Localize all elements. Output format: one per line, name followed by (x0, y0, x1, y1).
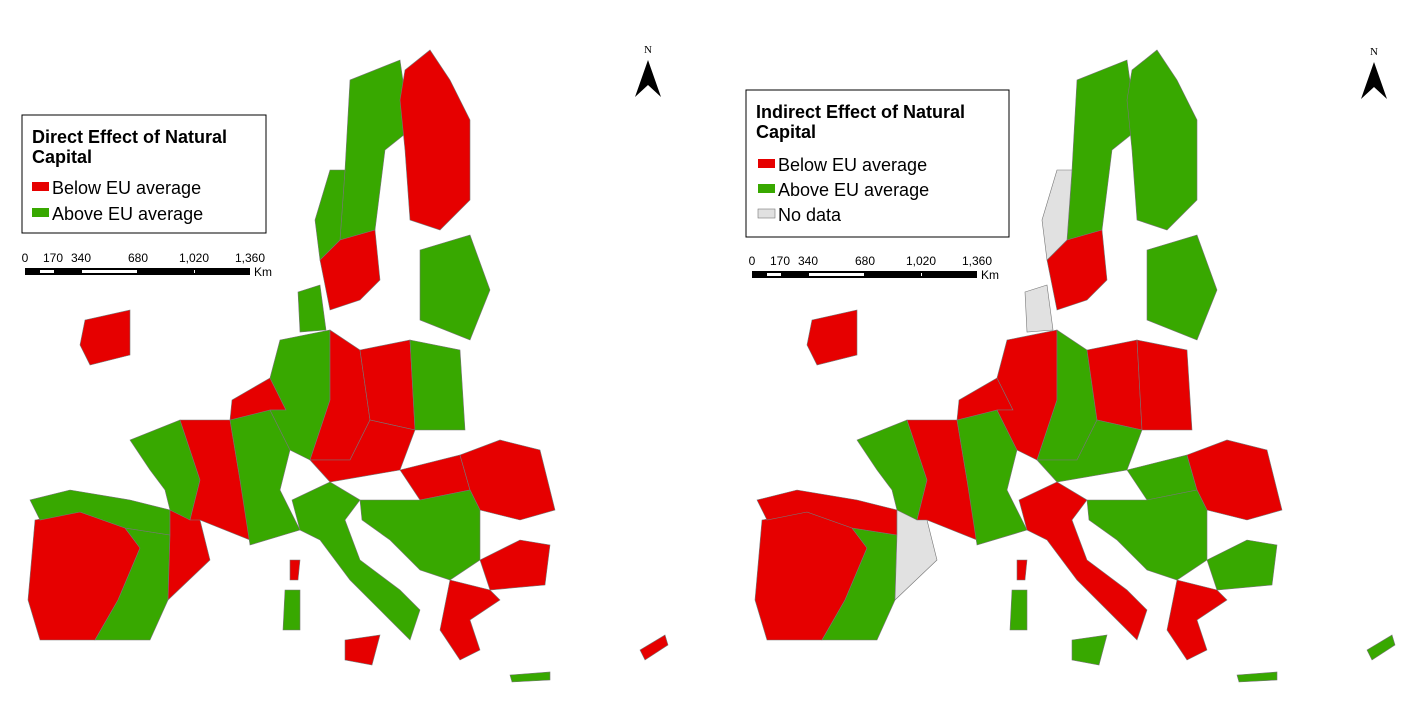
region (1041, 169, 1073, 261)
scale-segment (82, 270, 137, 273)
scale-label: 680 (128, 251, 148, 265)
region (79, 309, 131, 366)
scale-label: 1,020 (179, 251, 209, 265)
scale-label: 1,360 (235, 251, 265, 265)
map-regions (27, 49, 669, 683)
region (1166, 579, 1228, 661)
region (297, 284, 327, 333)
scale-segment (921, 273, 922, 276)
region (1066, 59, 1138, 241)
legend-swatch (32, 182, 49, 191)
region (167, 509, 211, 601)
region (399, 49, 471, 231)
legend-label: Below EU average (52, 178, 201, 198)
scale-unit: Km (254, 265, 272, 279)
region (1366, 634, 1396, 661)
legend-box (745, 89, 1010, 238)
region (1009, 589, 1028, 631)
legend-swatch (758, 159, 775, 168)
region (339, 59, 411, 241)
region (1024, 284, 1054, 333)
scale-segment (25, 268, 250, 275)
legend-title: Direct Effect of Natural Capital (32, 127, 227, 167)
legend-label: Above EU average (778, 180, 929, 200)
region (409, 339, 466, 431)
scale-label: 340 (798, 254, 818, 268)
scale-label: 1,020 (906, 254, 936, 268)
scale-segment (809, 273, 864, 276)
region (314, 169, 346, 261)
north-label: N (644, 44, 652, 56)
region (359, 489, 481, 581)
legend-swatch (758, 184, 775, 193)
scale-label: 170 (770, 254, 790, 268)
scale-unit: Km (981, 268, 999, 282)
map-regions (754, 49, 1396, 683)
region (1086, 489, 1208, 581)
region (282, 589, 301, 631)
legend-title-line: Capital (756, 122, 816, 142)
scale-segment (752, 271, 977, 278)
map-panel: Direct Effect of Natural Capital Below EU… (21, 44, 669, 683)
region (439, 579, 501, 661)
legend-box (21, 114, 267, 234)
legend-title-line: Capital (32, 147, 92, 167)
scale-label: 340 (71, 251, 91, 265)
scale-label: 0 (749, 254, 756, 268)
scale-segment (767, 273, 781, 276)
scale-bar: 0 170 340 680 1,020 1,360 Km (749, 254, 999, 282)
north-label: N (1370, 46, 1378, 58)
scale-bar: 0 170 340 680 1,020 1,360 Km (22, 251, 272, 279)
scale-label: 1,360 (962, 254, 992, 268)
scale-segment (194, 270, 195, 273)
region (1126, 49, 1198, 231)
scale-label: 680 (855, 254, 875, 268)
region (1206, 539, 1278, 591)
legend-title-line: Indirect Effect of Natural (756, 102, 965, 122)
scale-label: 0 (22, 251, 29, 265)
region (1016, 559, 1028, 581)
region (344, 634, 381, 666)
scale-segment (40, 270, 54, 273)
north-arrow (1361, 62, 1387, 99)
legend-swatch (757, 208, 776, 219)
region (419, 234, 491, 341)
region (1071, 634, 1108, 666)
region (639, 634, 669, 661)
legend-label: Above EU average (52, 204, 203, 224)
region (509, 671, 551, 683)
legend-label: No data (778, 205, 842, 225)
map-panel: Indirect Effect of Natural Capital Below … (745, 46, 1396, 683)
region (1236, 671, 1278, 683)
region (479, 539, 551, 591)
region (894, 509, 938, 601)
north-arrow (635, 60, 661, 97)
region (1146, 234, 1218, 341)
legend-label: Below EU average (778, 155, 927, 175)
legend-title-line: Direct Effect of Natural (32, 127, 227, 147)
region (1136, 339, 1193, 431)
scale-label: 170 (43, 251, 63, 265)
legend-title: Indirect Effect of Natural Capital (756, 102, 965, 142)
region (289, 559, 301, 581)
legend-swatch (32, 208, 49, 217)
region (806, 309, 858, 366)
